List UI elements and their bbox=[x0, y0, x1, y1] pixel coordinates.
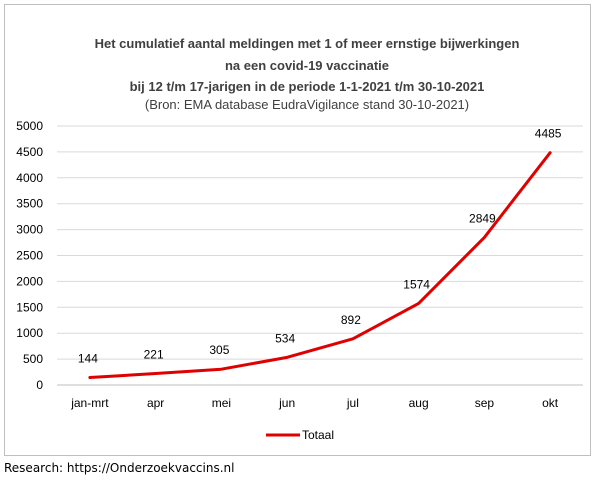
y-tick-label: 5000 bbox=[16, 119, 43, 133]
data-label: 4485 bbox=[535, 127, 562, 141]
y-tick-label: 4500 bbox=[16, 145, 43, 159]
chart-title-line-1: Het cumulatief aantal meldingen met 1 of… bbox=[95, 36, 520, 51]
y-tick-label: 1000 bbox=[16, 326, 43, 340]
y-axis: 0 500 1000 1500 2000 2500 3000 3500 4000 4500 5000 bbox=[16, 119, 43, 392]
legend-label-totaal: Totaal bbox=[302, 428, 334, 442]
data-point bbox=[352, 338, 354, 340]
y-tick-label: 500 bbox=[23, 352, 43, 366]
data-point bbox=[220, 368, 222, 370]
y-tick-label: 3500 bbox=[16, 197, 43, 211]
x-tick-label: jun bbox=[278, 396, 295, 410]
chart-title: Het cumulatief aantal meldingen met 1 of… bbox=[95, 36, 520, 112]
x-tick-label: mei bbox=[212, 396, 231, 410]
footer-credit: Research: https://Onderzoekvaccins.nl bbox=[4, 461, 235, 475]
y-tick-label: 2500 bbox=[16, 249, 43, 263]
data-point bbox=[286, 356, 288, 358]
chart-frame: Het cumulatief aantal meldingen met 1 of… bbox=[4, 4, 591, 456]
data-point bbox=[155, 373, 157, 375]
data-label: 305 bbox=[209, 343, 229, 357]
data-label: 534 bbox=[275, 331, 295, 345]
data-label: 892 bbox=[341, 313, 361, 327]
data-point bbox=[549, 152, 551, 154]
series-totaal bbox=[88, 151, 552, 380]
x-tick-label: jul bbox=[346, 396, 359, 410]
x-tick-label: sep bbox=[475, 396, 495, 410]
y-tick-label: 2000 bbox=[16, 274, 43, 288]
data-point bbox=[483, 236, 485, 238]
legend: Totaal bbox=[266, 428, 334, 442]
y-tick-label: 0 bbox=[36, 378, 43, 392]
x-tick-label: apr bbox=[147, 396, 164, 410]
x-axis: jan-mrt apr mei jun jul aug sep okt bbox=[70, 396, 559, 410]
data-labels: 144 221 305 534 892 1574 2849 4485 bbox=[78, 127, 562, 366]
data-point bbox=[418, 302, 420, 304]
chart-title-line-2: na een covid-19 vaccinatie bbox=[225, 58, 389, 73]
chart-title-line-3: bij 12 t/m 17-jarigen in de periode 1-1-… bbox=[130, 79, 485, 94]
gridlines bbox=[57, 125, 583, 386]
x-tick-label: aug bbox=[409, 396, 429, 410]
data-point bbox=[89, 377, 91, 379]
data-label: 2849 bbox=[469, 211, 496, 225]
y-tick-label: 4000 bbox=[16, 171, 43, 185]
line-chart: Het cumulatief aantal meldingen met 1 of… bbox=[16, 36, 583, 442]
data-label: 221 bbox=[144, 348, 164, 362]
data-label: 144 bbox=[78, 352, 98, 366]
x-tick-label: jan-mrt bbox=[70, 396, 109, 410]
series-line bbox=[88, 151, 552, 380]
y-tick-label: 1500 bbox=[16, 300, 43, 314]
data-label: 1574 bbox=[403, 277, 430, 291]
chart-title-line-4: (Bron: EMA database EudraVigilance stand… bbox=[145, 97, 469, 112]
y-tick-label: 3000 bbox=[16, 223, 43, 237]
x-tick-label: okt bbox=[542, 396, 559, 410]
